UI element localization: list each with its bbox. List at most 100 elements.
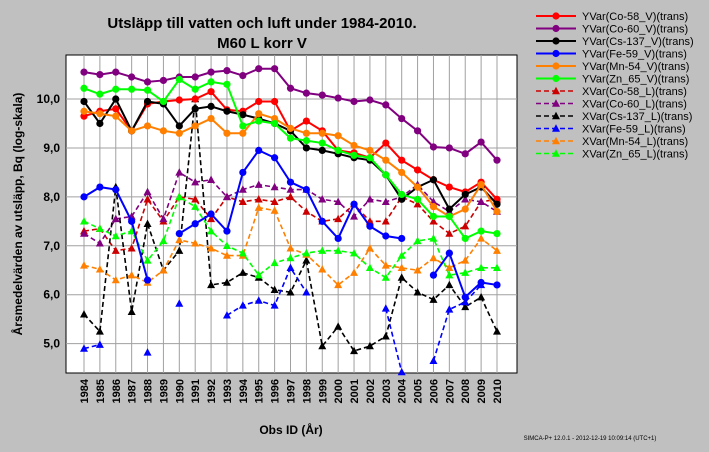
data-point (191, 239, 200, 247)
data-point (175, 246, 184, 254)
data-point (207, 214, 216, 223)
data-point (271, 97, 279, 106)
legend-label: XVar(Co-60_L)(trans) (582, 99, 687, 111)
data-point (112, 185, 120, 194)
data-point (222, 241, 231, 249)
data-point (95, 327, 104, 335)
series-line (385, 308, 403, 373)
data-point (239, 122, 247, 130)
x-tick-label: 2006 (428, 379, 440, 403)
data-point (318, 146, 326, 154)
data-point (366, 154, 374, 162)
data-point (397, 273, 406, 281)
data-point (381, 261, 390, 269)
data-point (80, 229, 88, 237)
data-point (429, 143, 438, 151)
x-tick-label: 2010 (492, 379, 504, 403)
data-point (334, 146, 342, 154)
data-point (286, 185, 295, 193)
y-tick-label: 5,0 (43, 337, 60, 351)
data-point (397, 251, 406, 259)
data-point (302, 248, 311, 257)
y-axis-label: Årsmedelvärden av utsläpp, Bq (log-skala… (10, 93, 25, 336)
data-point (143, 219, 152, 227)
data-point (191, 95, 199, 103)
data-point (493, 246, 501, 254)
data-point (286, 244, 295, 252)
data-point (222, 311, 231, 319)
data-point (397, 367, 406, 376)
data-point (398, 190, 406, 199)
data-point (398, 156, 406, 164)
data-point (175, 192, 184, 201)
data-point (128, 127, 136, 135)
data-point (159, 266, 168, 274)
data-point (191, 105, 199, 113)
data-point (445, 229, 454, 237)
legend-label: XVar(Cs-137_L)(trans) (582, 111, 692, 123)
data-point (112, 68, 120, 76)
data-point (143, 276, 152, 284)
data-point (95, 224, 104, 232)
data-point (286, 263, 295, 272)
data-point (191, 73, 199, 81)
data-point (175, 122, 183, 130)
chart-title: Utsläpp till vatten och luft under 1984-… (107, 15, 416, 32)
data-point (461, 268, 470, 276)
data-point (429, 217, 438, 225)
chart-subtitle: M60 L korr V (217, 35, 307, 52)
data-point (461, 297, 470, 306)
y-tick-label: 6,0 (43, 288, 60, 302)
data-point (445, 144, 453, 152)
legend-item: YVar(Co-58_V)(trans) (536, 11, 688, 23)
data-point (302, 185, 310, 194)
data-point (552, 74, 560, 83)
data-point (397, 263, 406, 272)
data-point (191, 122, 199, 130)
legend-label: XVar(Fe-59_L)(trans) (582, 124, 686, 136)
data-point (80, 97, 88, 106)
data-point (254, 270, 263, 279)
data-point (286, 192, 295, 201)
data-point (222, 278, 231, 286)
data-point (80, 344, 88, 352)
data-point (175, 75, 183, 84)
data-point (222, 251, 231, 259)
data-point (80, 107, 88, 115)
legend-item: XVar(Zn_65_L)(trans) (536, 149, 688, 161)
data-point (318, 341, 327, 350)
x-tick-label: 1990 (174, 379, 186, 403)
data-point (302, 144, 310, 152)
data-point (238, 248, 247, 257)
legend-label: YVar(Mn-54_V)(trans) (582, 61, 689, 73)
data-point (382, 232, 390, 240)
data-point (398, 234, 406, 243)
data-point (334, 280, 343, 289)
legend-item: YVar(Mn-54_V)(trans) (536, 61, 689, 73)
data-point (477, 197, 486, 205)
data-point (143, 256, 152, 264)
data-point (95, 239, 104, 247)
legend-label: XVar(Co-58_L)(trans) (582, 86, 687, 98)
data-point (238, 268, 247, 276)
data-point (96, 119, 104, 128)
data-point (254, 195, 263, 203)
legend-item: YVar(Co-60_V)(trans) (536, 24, 688, 36)
series-line (83, 343, 101, 350)
data-point (96, 183, 104, 191)
series-XVar(Zn_65_L)(trans) (80, 192, 501, 281)
data-point (302, 256, 311, 264)
data-point (493, 327, 501, 335)
data-point (255, 117, 263, 125)
data-point (207, 78, 215, 86)
data-point (159, 76, 168, 85)
data-point (112, 112, 120, 120)
data-point (255, 110, 263, 118)
data-point (80, 310, 88, 318)
data-point (191, 202, 200, 210)
data-point (493, 200, 501, 208)
series-YVar(Fe-59_V)(trans) (80, 146, 501, 301)
series-layer (80, 65, 501, 376)
data-point (191, 195, 200, 203)
data-point (552, 124, 560, 132)
